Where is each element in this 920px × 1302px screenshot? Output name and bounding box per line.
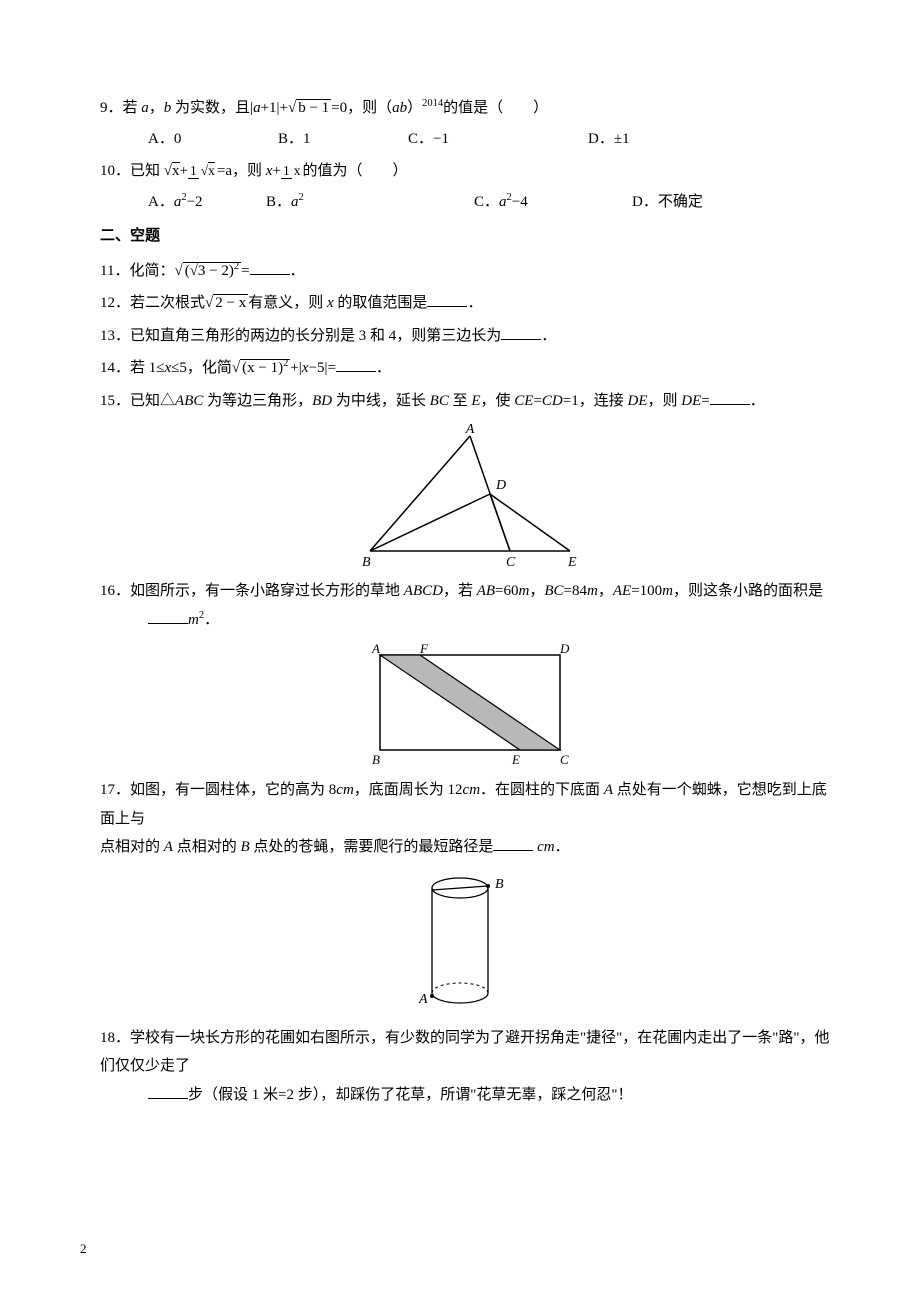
q15-figure: A B C D E <box>100 421 840 571</box>
section-2-heading: 二、空题 <box>100 222 840 251</box>
q9-choice-d: D．±1 <box>588 125 718 154</box>
blank <box>148 608 188 624</box>
sqrt-icon: √b − 1 <box>288 99 331 116</box>
blank <box>501 324 541 340</box>
svg-text:B: B <box>372 752 380 767</box>
svg-text:A: A <box>465 422 475 437</box>
svg-text:E: E <box>567 555 577 570</box>
svg-text:C: C <box>560 752 569 767</box>
q16-figure: A F D B E C <box>100 640 840 770</box>
question-15: 15．已知△ABC 为等边三角形，BD 为中线，延长 BC 至 E，使 CE=C… <box>100 387 840 416</box>
q10-choice-a: A．a2−2 <box>148 188 238 217</box>
question-14: 14．若 1≤x≤5，化简√(x − 1)2+|x−5|=． <box>100 354 840 383</box>
sqrt-icon: √(x − 1)2 <box>232 359 290 376</box>
q10-choice-c: C．a2−4 <box>474 188 604 217</box>
q17-figure: B A <box>100 868 840 1018</box>
q10-choice-d: D．不确定 <box>632 188 762 217</box>
question-17: 17．如图，有一圆柱体，它的高为 8cm，底面周长为 12cm．在圆柱的下底面 … <box>100 776 840 862</box>
q9-choice-b: B．1 <box>278 125 408 154</box>
q10-num: 10． <box>100 163 130 179</box>
blank <box>710 389 750 405</box>
q9-choice-c: C．−1 <box>408 125 588 154</box>
sqrt-icon: √(√3 − 2)2 <box>174 262 241 279</box>
question-13: 13．已知直角三角形的两边的长分别是 3 和 4，则第三边长为． <box>100 322 840 351</box>
svg-text:A: A <box>418 992 428 1007</box>
fraction: 1x <box>281 164 303 179</box>
sqrt-icon: √2 − x <box>205 294 248 311</box>
q9-choices: A．0 B．1 C．−1 D．±1 <box>148 125 840 154</box>
blank <box>336 356 376 372</box>
blank <box>493 835 533 851</box>
blank <box>148 1083 188 1099</box>
question-9: 9．若 a，b 为实数，且|a+1|+√b − 1=0，则（ab）2014的值是… <box>100 94 840 153</box>
question-16: 16．如图所示，有一条小路穿过长方形的草地 ABCD，若 AB=60m，BC=8… <box>100 577 840 634</box>
svg-text:B: B <box>362 555 371 570</box>
question-10: 10．已知 √x+1√x=a，则 x+1x的值为（ ） A．a2−2 B．a2 … <box>100 157 840 216</box>
svg-text:D: D <box>559 641 570 656</box>
q9-choice-a: A．0 <box>148 125 278 154</box>
q9-num: 9． <box>100 100 123 116</box>
svg-text:C: C <box>506 555 516 570</box>
svg-text:F: F <box>419 641 429 656</box>
svg-text:D: D <box>495 478 506 493</box>
question-11: 11．化简：√(√3 − 2)2=． <box>100 257 840 286</box>
sqrt-icon: √x <box>164 162 180 179</box>
svg-text:A: A <box>371 641 380 656</box>
svg-text:B: B <box>495 877 504 892</box>
question-12: 12．若二次根式√2 − x有意义，则 x 的取值范围是． <box>100 289 840 318</box>
fraction: 1√x <box>188 164 217 179</box>
q10-choice-b: B．a2 <box>266 188 446 217</box>
q10-choices: A．a2−2 B．a2 C．a2−4 D．不确定 <box>148 188 840 217</box>
page-number: 2 <box>80 1237 87 1262</box>
blank <box>250 259 290 275</box>
blank <box>427 291 467 307</box>
svg-text:E: E <box>511 752 520 767</box>
question-18: 18．学校有一块长方形的花圃如右图所示，有少数的同学为了避开拐角走"捷径"，在花… <box>100 1024 840 1110</box>
